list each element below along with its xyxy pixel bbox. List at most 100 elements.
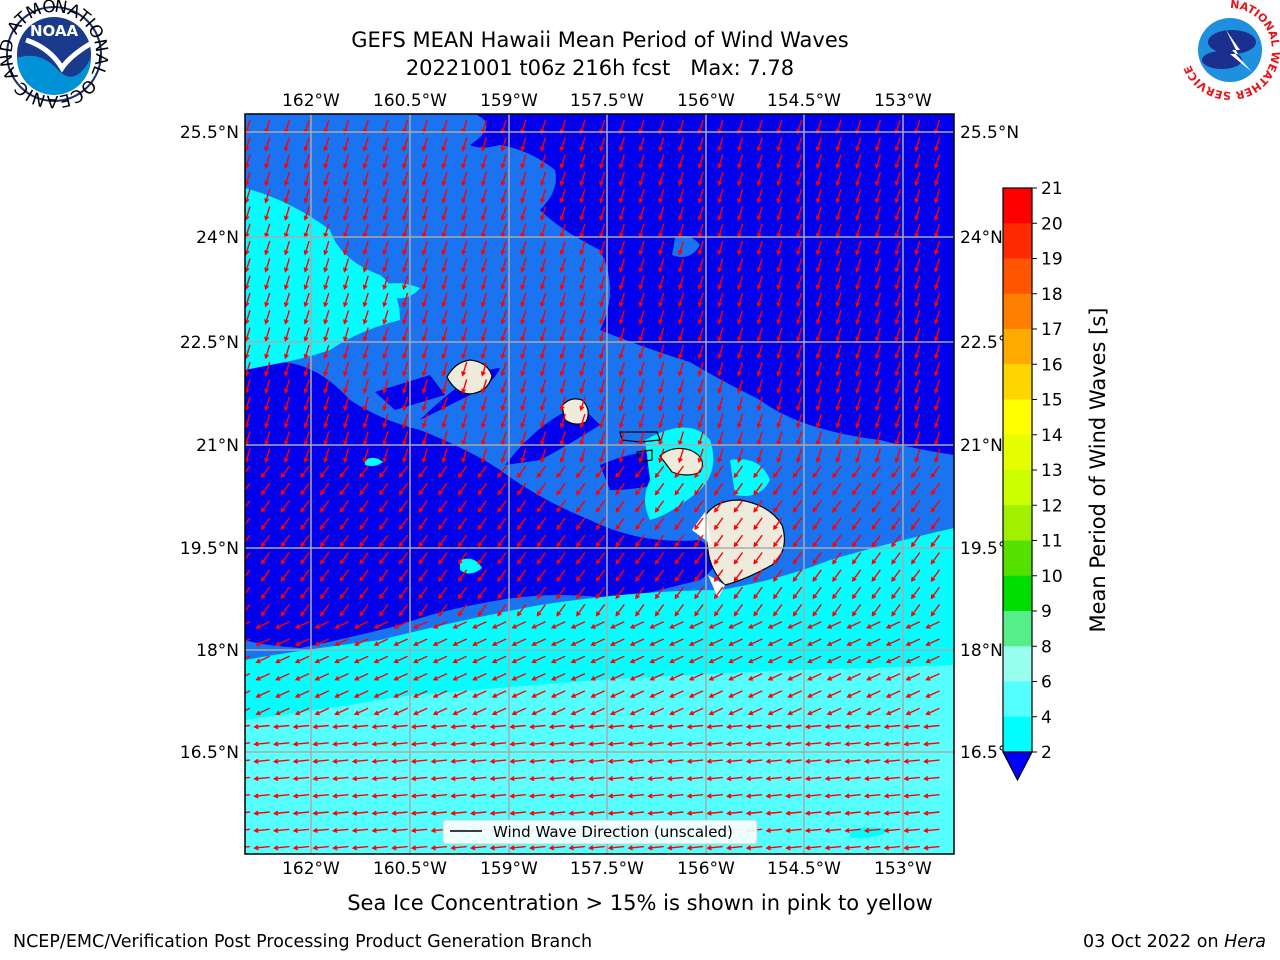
wind-vector — [461, 188, 468, 204]
wind-vector — [432, 621, 448, 629]
wind-vector — [903, 724, 920, 730]
noaa-logo: NATIONAL OCEANIC AND ATMOSPHERIC ADMINIS… — [0, 0, 111, 111]
wind-vector — [776, 119, 783, 135]
wind-vector — [280, 517, 290, 531]
wind-vector — [773, 465, 783, 479]
lon-tick-top: 159°W — [480, 91, 538, 111]
wind-vector — [697, 379, 704, 394]
wind-vector — [556, 517, 566, 531]
wind-vector — [776, 396, 783, 412]
wind-vector — [891, 517, 901, 531]
wind-vector — [647, 776, 664, 782]
wind-vector — [745, 793, 763, 799]
wind-vector — [658, 327, 665, 342]
wind-vector — [796, 448, 803, 464]
wind-vector — [576, 586, 586, 600]
wind-vector — [765, 827, 782, 834]
wind-vector — [894, 258, 901, 273]
wind-vector — [393, 621, 408, 629]
wind-vector — [756, 361, 763, 377]
wind-vector — [353, 690, 369, 698]
wind-vector — [658, 448, 665, 464]
wind-vector — [686, 845, 704, 851]
wind-vector — [418, 465, 428, 479]
wind-vector — [283, 119, 291, 135]
colorbar-band — [1003, 258, 1032, 295]
wind-vector — [649, 621, 664, 629]
wind-vector — [332, 810, 349, 816]
wind-vector — [480, 119, 488, 135]
wind-vector — [497, 603, 507, 617]
wind-vector — [618, 275, 625, 291]
wind-vector — [824, 741, 842, 747]
wind-vector — [576, 500, 586, 513]
wind-vector — [615, 569, 625, 582]
wind-vector — [638, 396, 645, 412]
wind-vector — [260, 552, 271, 565]
wind-vector — [275, 690, 290, 698]
wind-vector — [556, 465, 566, 479]
wind-vector — [480, 240, 488, 256]
wind-vector — [815, 137, 822, 152]
wind-vector — [599, 379, 606, 394]
wind-vector — [441, 171, 448, 187]
colorbar-band — [1003, 188, 1032, 224]
wind-vector — [588, 845, 605, 851]
wind-vector — [283, 361, 291, 377]
wind-vector — [674, 482, 684, 496]
wind-vector — [599, 188, 606, 204]
wind-vector — [607, 793, 625, 799]
wind-vector — [430, 758, 448, 764]
wind-vector — [615, 482, 625, 496]
wind-vector — [379, 500, 389, 513]
wind-vector — [647, 845, 664, 851]
wind-vector — [874, 344, 882, 360]
wind-vector — [635, 552, 645, 565]
wind-vector — [688, 621, 704, 629]
wind-vector — [303, 448, 310, 464]
wind-vector — [393, 690, 408, 698]
wind-vector — [737, 188, 744, 204]
wind-vector — [851, 465, 862, 479]
wind-vector — [362, 137, 369, 152]
wind-vector — [885, 672, 901, 681]
wind-vector — [649, 638, 664, 646]
wind-vector — [737, 275, 744, 291]
wind-vector — [745, 845, 763, 851]
wind-vector — [737, 206, 744, 221]
wind-vector — [618, 292, 625, 308]
wind-vector — [706, 741, 723, 747]
wind-vector — [658, 361, 665, 377]
wind-vector — [785, 758, 802, 764]
wind-vector — [294, 638, 310, 646]
wind-vector — [280, 603, 290, 617]
wind-vector — [726, 741, 743, 747]
wind-vector — [894, 413, 901, 429]
wind-vector — [438, 465, 448, 479]
wind-vector — [332, 741, 349, 747]
wind-vector — [717, 275, 724, 291]
wind-vector — [391, 724, 408, 730]
wind-vector — [753, 482, 763, 496]
wind-vector — [753, 534, 763, 548]
wind-vector — [796, 188, 803, 204]
wind-vector — [806, 621, 822, 629]
wind-vector — [332, 758, 349, 764]
wind-vector — [883, 758, 901, 764]
wind-vector — [776, 188, 783, 204]
wind-vector — [588, 776, 605, 782]
wind-vector — [595, 482, 606, 496]
wind-vector — [292, 810, 310, 816]
colorbar-label: 21 — [1041, 179, 1063, 199]
wind-vector — [373, 655, 389, 664]
wind-vector — [733, 534, 744, 548]
wind-vector — [245, 776, 251, 779]
wind-vector — [666, 776, 684, 782]
wind-vector — [373, 621, 389, 629]
wind-vector — [516, 569, 527, 582]
wind-vector — [457, 603, 468, 617]
wind-vector — [540, 448, 547, 464]
wind-vector — [832, 586, 842, 600]
wind-vector — [733, 603, 744, 617]
wind-vector — [910, 569, 921, 582]
